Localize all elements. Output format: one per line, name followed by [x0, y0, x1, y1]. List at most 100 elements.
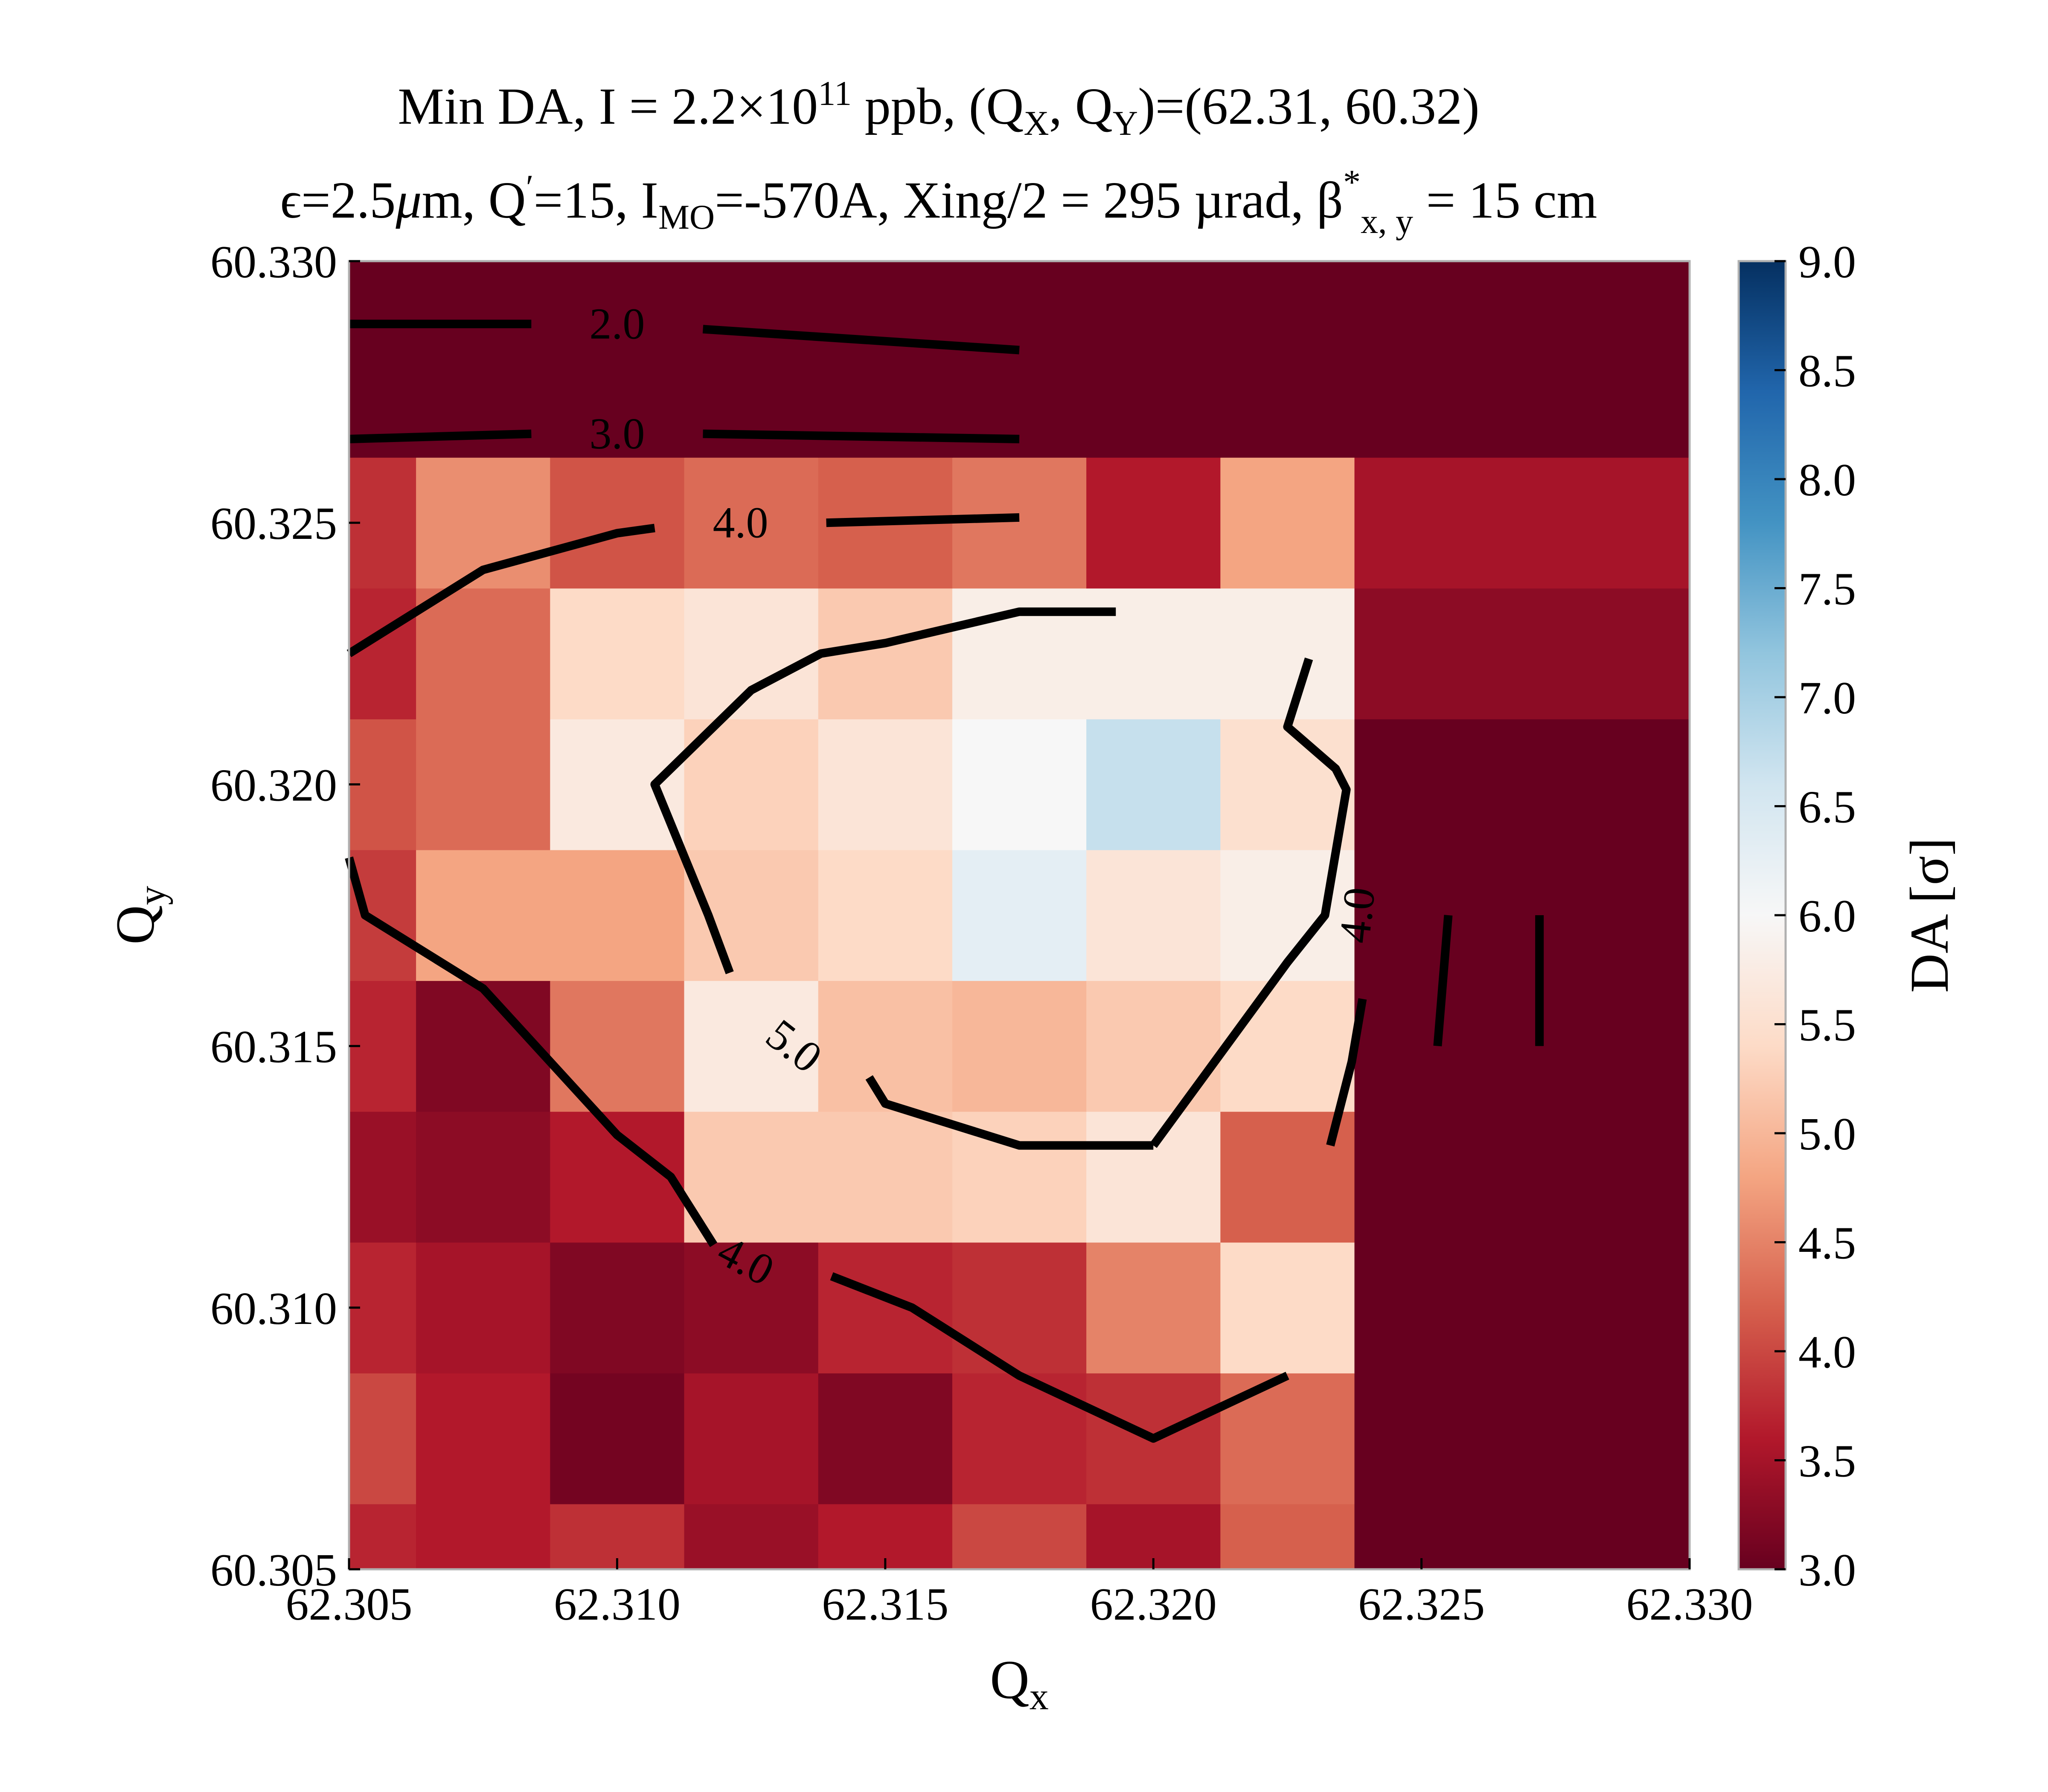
- colorbar-label: DA [σ]: [1899, 838, 1960, 993]
- heatmap-cell: [1220, 261, 1355, 458]
- heatmap-cell: [684, 1504, 819, 1570]
- contour-line-5.0: [650, 607, 1116, 975]
- heatmap-cell: [550, 457, 685, 589]
- heatmap-cell: [349, 719, 416, 850]
- heatmap-cell: [818, 1111, 953, 1243]
- contour-line-2.0: [702, 325, 1020, 355]
- heatmap-cell: [1354, 719, 1690, 850]
- heatmap-cell: [349, 1242, 416, 1373]
- heatmap-cell: [1220, 1504, 1355, 1570]
- heatmap-cell: [1220, 980, 1355, 1112]
- heatmap-cell: [1086, 261, 1221, 458]
- colorbar-tick-label: 4.5: [1798, 1218, 1856, 1269]
- x-axis-label: Qx: [990, 1649, 1048, 1718]
- heatmap-cell: [1220, 588, 1355, 719]
- heatmap-cell: [416, 980, 551, 1112]
- heatmap-cell: [550, 980, 685, 1112]
- heatmap-cell: [416, 719, 551, 850]
- x-tick-label: 62.310: [554, 1579, 681, 1630]
- heatmap-cell: [349, 1373, 416, 1504]
- plot-frame: [348, 260, 1691, 1571]
- heatmap-cell: [416, 261, 551, 458]
- heatmap-cell: [1354, 1373, 1690, 1504]
- heatmap-cell: [550, 1242, 685, 1373]
- heatmap-cell: [1354, 457, 1690, 589]
- colorbar-tick-label: 8.5: [1798, 346, 1856, 397]
- contour-line-unlabeled: [1433, 915, 1453, 1047]
- heatmap-cell: [550, 588, 685, 719]
- heatmap-cell: [684, 980, 819, 1112]
- y-axis-label: Qy: [105, 886, 173, 944]
- heatmap-cell: [1354, 849, 1690, 981]
- contour-label: 2.0: [589, 300, 645, 349]
- colorbar-tick-label: 5.5: [1798, 1000, 1856, 1051]
- heatmap-cell: [684, 1111, 819, 1243]
- colorbar-ticks: 3.0 3.5 4.0 4.5 5.0 5.5 6.0 6.5 7.0 7.5 8.0 8.5 9.0: [1775, 237, 1856, 1596]
- y-tick-label: 60.310: [210, 1283, 337, 1334]
- x-tick-label: 62.305: [286, 1579, 413, 1630]
- heatmap-cell: [818, 719, 953, 850]
- colorbar-tick-label: 3.0: [1798, 1545, 1856, 1596]
- colorbar-tick-label: 9.0: [1798, 237, 1856, 288]
- heatmap-cell: [1220, 719, 1355, 850]
- contour-label: 3.0: [589, 409, 645, 458]
- heatmap-cell: [684, 457, 819, 589]
- heatmap-cell: [349, 457, 416, 589]
- y-tick-label: 60.305: [210, 1545, 337, 1596]
- heatmap-cell: [684, 261, 819, 458]
- heatmap-cell: [1086, 1111, 1221, 1243]
- colorbar-tick-label: 7.0: [1798, 673, 1856, 724]
- heatmap-cell: [952, 719, 1087, 850]
- contour-lines: 2.03.04.04.04.05.0: [345, 300, 1544, 1443]
- heatmap-cell: [1220, 1373, 1355, 1504]
- heatmap-cell: [1086, 719, 1221, 850]
- heatmap-cell: [1086, 980, 1221, 1112]
- heatmap-cell: [416, 1242, 551, 1373]
- heatmap-cell: [952, 261, 1087, 458]
- heatmap-cell: [1354, 980, 1690, 1112]
- y-tick-label: 60.325: [210, 498, 337, 549]
- heatmap-cell: [416, 1373, 551, 1504]
- heatmap-cell: [1220, 457, 1355, 589]
- y-axis-ticks: 60.305 60.310 60.315 60.320 60.325 60.330: [210, 237, 360, 1596]
- contour-label: 4.0: [1330, 885, 1385, 945]
- contour-line-4.0: [826, 513, 1020, 527]
- heatmap-cell: [1086, 849, 1221, 981]
- colorbar-tick-label: 8.0: [1798, 455, 1856, 506]
- x-tick-label: 62.325: [1358, 1579, 1485, 1630]
- contour-line-4.0: [345, 856, 718, 1247]
- heatmap-cell: [818, 261, 953, 458]
- heatmap-cell: [416, 588, 551, 719]
- x-axis-ticks: 62.305 62.310 62.315 62.320 62.325 62.330: [286, 1558, 1753, 1630]
- heatmap-cell: [1086, 457, 1221, 589]
- heatmap-cell: [818, 1242, 953, 1373]
- contour-line-4.0: [1326, 998, 1367, 1147]
- y-tick-label: 60.330: [210, 237, 337, 288]
- colorbar-tick-label: 7.5: [1798, 564, 1856, 615]
- colorbar-tick-label: 6.0: [1798, 891, 1856, 942]
- heatmap-cell: [1354, 261, 1690, 458]
- colorbar-tick-label: 4.0: [1798, 1327, 1856, 1378]
- x-tick-label: 62.330: [1626, 1579, 1753, 1630]
- chart-title-line-2: ϵ=2.5μm, Q′=15, IMO=-570A, Xing/2 = 295 …: [280, 163, 1597, 241]
- heatmap-cell: [818, 1373, 953, 1504]
- heatmap-cell: [952, 1373, 1087, 1504]
- heatmap-cell: [550, 719, 685, 850]
- heatmap-cell: [1354, 1504, 1690, 1570]
- heatmap-cell: [818, 980, 953, 1112]
- heatmap-cell: [1354, 1111, 1690, 1243]
- y-tick-label: 60.320: [210, 760, 337, 811]
- heatmap-cell: [349, 849, 416, 981]
- heatmap-cell: [550, 261, 685, 458]
- heatmap-cell: [684, 1242, 819, 1373]
- heatmap-cell: [684, 588, 819, 719]
- heatmap-cell: [349, 980, 416, 1112]
- contour-line-5.0: [865, 1075, 1154, 1150]
- heatmap-cell: [684, 719, 819, 850]
- heatmap-cell: [1086, 1242, 1221, 1373]
- heatmap-cell: [1354, 588, 1690, 719]
- colorbar-tick-label: 6.5: [1798, 782, 1856, 833]
- contour-line-4.0: [1150, 657, 1351, 1148]
- heatmap-cell: [349, 1504, 416, 1570]
- colorbar-tick-label: 3.5: [1798, 1436, 1856, 1487]
